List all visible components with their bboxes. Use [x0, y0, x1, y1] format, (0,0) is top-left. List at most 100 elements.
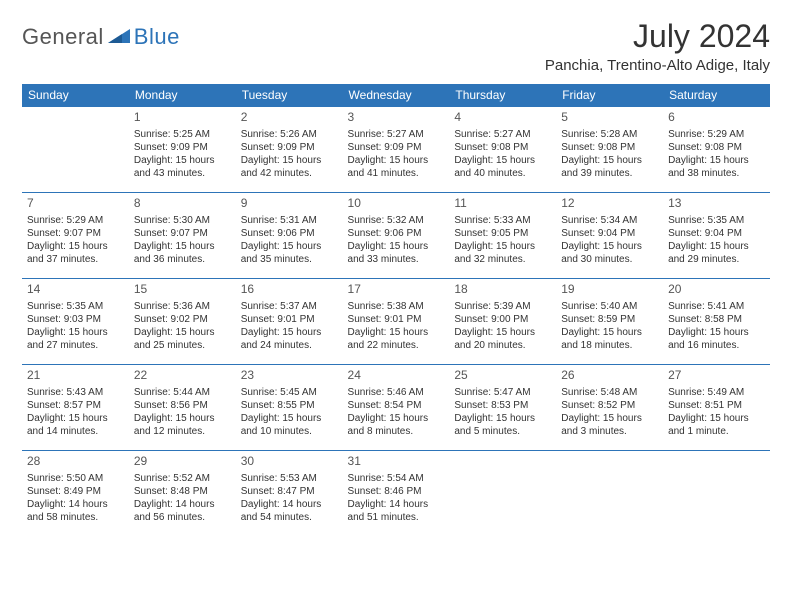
day-detail-line: Daylight: 15 hours: [241, 240, 338, 253]
calendar-day-cell: 16Sunrise: 5:37 AMSunset: 9:01 PMDayligh…: [236, 279, 343, 365]
day-detail-line: Sunset: 9:02 PM: [134, 313, 231, 326]
day-number: 23: [241, 368, 338, 384]
day-detail-line: Sunset: 9:01 PM: [348, 313, 445, 326]
day-detail-line: and 18 minutes.: [561, 339, 658, 352]
day-detail-line: Sunset: 9:09 PM: [348, 141, 445, 154]
day-detail-line: and 38 minutes.: [668, 167, 765, 180]
day-detail-line: Sunset: 9:01 PM: [241, 313, 338, 326]
day-detail-line: Daylight: 15 hours: [454, 240, 551, 253]
calendar-day-cell: 8Sunrise: 5:30 AMSunset: 9:07 PMDaylight…: [129, 193, 236, 279]
day-detail-line: Daylight: 15 hours: [134, 326, 231, 339]
day-detail-line: Sunset: 9:08 PM: [668, 141, 765, 154]
day-detail-line: Sunset: 9:03 PM: [27, 313, 124, 326]
day-number: 29: [134, 454, 231, 470]
day-number: 11: [454, 196, 551, 212]
day-detail-line: Sunrise: 5:31 AM: [241, 214, 338, 227]
day-detail-line: Sunrise: 5:47 AM: [454, 386, 551, 399]
day-detail-line: and 30 minutes.: [561, 253, 658, 266]
day-detail-line: and 16 minutes.: [668, 339, 765, 352]
day-detail-line: Sunrise: 5:33 AM: [454, 214, 551, 227]
day-detail-line: Daylight: 15 hours: [348, 154, 445, 167]
day-number: 5: [561, 110, 658, 126]
day-detail-line: Sunset: 9:00 PM: [454, 313, 551, 326]
calendar-table: SundayMondayTuesdayWednesdayThursdayFrid…: [22, 84, 770, 537]
day-detail-line: Sunrise: 5:30 AM: [134, 214, 231, 227]
calendar-day-cell: 14Sunrise: 5:35 AMSunset: 9:03 PMDayligh…: [22, 279, 129, 365]
calendar-day-cell: 29Sunrise: 5:52 AMSunset: 8:48 PMDayligh…: [129, 451, 236, 537]
day-detail-line: Daylight: 15 hours: [668, 412, 765, 425]
day-detail-line: and 20 minutes.: [454, 339, 551, 352]
day-detail-line: Daylight: 15 hours: [27, 240, 124, 253]
day-number: 1: [134, 110, 231, 126]
day-header: Wednesday: [343, 84, 450, 107]
day-number: 18: [454, 282, 551, 298]
day-number: 27: [668, 368, 765, 384]
day-detail-line: Sunrise: 5:35 AM: [668, 214, 765, 227]
day-detail-line: Sunrise: 5:40 AM: [561, 300, 658, 313]
day-number: 12: [561, 196, 658, 212]
day-detail-line: and 42 minutes.: [241, 167, 338, 180]
day-header: Monday: [129, 84, 236, 107]
day-number: 31: [348, 454, 445, 470]
calendar-day-cell: 9Sunrise: 5:31 AMSunset: 9:06 PMDaylight…: [236, 193, 343, 279]
day-detail-line: Daylight: 15 hours: [134, 154, 231, 167]
day-detail-line: Sunrise: 5:46 AM: [348, 386, 445, 399]
day-number: 20: [668, 282, 765, 298]
day-detail-line: Daylight: 15 hours: [454, 412, 551, 425]
day-detail-line: Daylight: 15 hours: [454, 154, 551, 167]
day-header: Tuesday: [236, 84, 343, 107]
day-detail-line: Sunset: 9:06 PM: [241, 227, 338, 240]
day-detail-line: Sunset: 9:04 PM: [668, 227, 765, 240]
day-detail-line: and 27 minutes.: [27, 339, 124, 352]
logo: General Blue: [22, 24, 180, 50]
day-detail-line: Daylight: 15 hours: [134, 240, 231, 253]
logo-text-general: General: [22, 24, 104, 50]
day-number: 22: [134, 368, 231, 384]
calendar-day-cell: [22, 107, 129, 193]
day-detail-line: Sunrise: 5:50 AM: [27, 472, 124, 485]
calendar-day-cell: 27Sunrise: 5:49 AMSunset: 8:51 PMDayligh…: [663, 365, 770, 451]
calendar-week-row: 21Sunrise: 5:43 AMSunset: 8:57 PMDayligh…: [22, 365, 770, 451]
day-detail-line: Sunset: 9:06 PM: [348, 227, 445, 240]
day-detail-line: and 10 minutes.: [241, 425, 338, 438]
day-detail-line: and 33 minutes.: [348, 253, 445, 266]
day-number: 24: [348, 368, 445, 384]
calendar-day-cell: 13Sunrise: 5:35 AMSunset: 9:04 PMDayligh…: [663, 193, 770, 279]
day-detail-line: Daylight: 15 hours: [134, 412, 231, 425]
calendar-week-row: 7Sunrise: 5:29 AMSunset: 9:07 PMDaylight…: [22, 193, 770, 279]
day-detail-line: and 36 minutes.: [134, 253, 231, 266]
day-detail-line: Daylight: 14 hours: [241, 498, 338, 511]
day-detail-line: Sunrise: 5:29 AM: [668, 128, 765, 141]
day-detail-line: Sunset: 8:57 PM: [27, 399, 124, 412]
day-detail-line: Sunset: 8:51 PM: [668, 399, 765, 412]
day-detail-line: Daylight: 15 hours: [668, 240, 765, 253]
day-header: Saturday: [663, 84, 770, 107]
day-detail-line: Sunset: 8:58 PM: [668, 313, 765, 326]
calendar-day-cell: 17Sunrise: 5:38 AMSunset: 9:01 PMDayligh…: [343, 279, 450, 365]
day-detail-line: Sunset: 8:49 PM: [27, 485, 124, 498]
day-number: 30: [241, 454, 338, 470]
day-detail-line: Daylight: 15 hours: [668, 326, 765, 339]
day-number: 10: [348, 196, 445, 212]
day-detail-line: and 8 minutes.: [348, 425, 445, 438]
day-detail-line: Daylight: 15 hours: [668, 154, 765, 167]
day-detail-line: and 43 minutes.: [134, 167, 231, 180]
day-number: 4: [454, 110, 551, 126]
calendar-week-row: 14Sunrise: 5:35 AMSunset: 9:03 PMDayligh…: [22, 279, 770, 365]
day-header: Sunday: [22, 84, 129, 107]
day-detail-line: Sunrise: 5:38 AM: [348, 300, 445, 313]
day-detail-line: and 14 minutes.: [27, 425, 124, 438]
calendar-day-cell: 10Sunrise: 5:32 AMSunset: 9:06 PMDayligh…: [343, 193, 450, 279]
day-detail-line: Sunset: 8:55 PM: [241, 399, 338, 412]
day-detail-line: Sunset: 9:04 PM: [561, 227, 658, 240]
day-detail-line: Sunrise: 5:37 AM: [241, 300, 338, 313]
day-detail-line: Daylight: 14 hours: [27, 498, 124, 511]
calendar-day-cell: 2Sunrise: 5:26 AMSunset: 9:09 PMDaylight…: [236, 107, 343, 193]
calendar-day-cell: 31Sunrise: 5:54 AMSunset: 8:46 PMDayligh…: [343, 451, 450, 537]
calendar-day-cell: 15Sunrise: 5:36 AMSunset: 9:02 PMDayligh…: [129, 279, 236, 365]
day-detail-line: and 12 minutes.: [134, 425, 231, 438]
day-detail-line: Daylight: 15 hours: [27, 412, 124, 425]
day-detail-line: Sunset: 8:52 PM: [561, 399, 658, 412]
day-detail-line: and 40 minutes.: [454, 167, 551, 180]
day-detail-line: Sunset: 8:48 PM: [134, 485, 231, 498]
